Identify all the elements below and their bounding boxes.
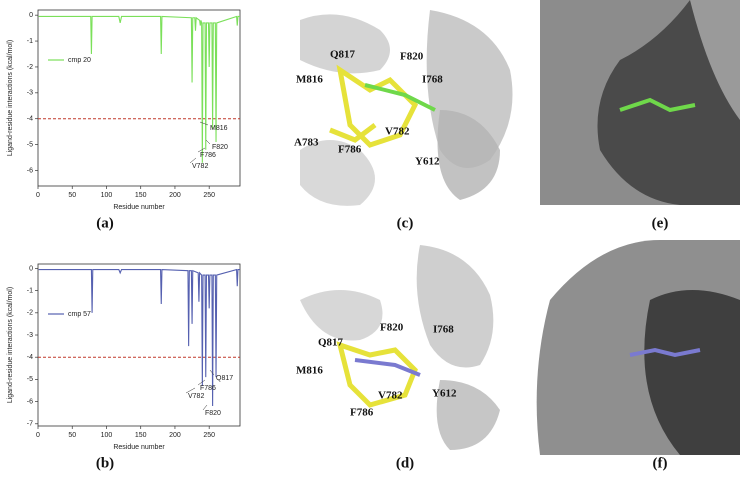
y-tick-label: -1 <box>27 38 33 45</box>
annotation: F786 <box>200 152 216 159</box>
y-tick-label: -2 <box>27 64 33 71</box>
y-tick-label: -6 <box>27 398 33 405</box>
residue-label: F820 <box>380 322 404 334</box>
data-line <box>38 268 240 407</box>
x-tick-label: 0 <box>36 192 40 199</box>
data-line <box>38 15 240 163</box>
y-tick-label: -5 <box>27 141 33 148</box>
surface-e <box>540 0 740 205</box>
residue-label: V782 <box>378 390 403 402</box>
x-tick-label: 250 <box>203 432 215 439</box>
residue-label: Y612 <box>432 388 457 400</box>
y-tick-label: -3 <box>27 90 33 97</box>
annotation: V782 <box>192 163 208 170</box>
y-tick-label: -6 <box>27 167 33 174</box>
panel-label: (f) <box>653 455 668 471</box>
annotation-leader <box>205 139 211 145</box>
residue-label: I768 <box>422 74 443 86</box>
plot-frame <box>37 263 241 427</box>
y-tick-label: 0 <box>29 12 33 19</box>
y-tick-label: -7 <box>27 421 33 428</box>
y-tick-label: -5 <box>27 376 33 383</box>
y-tick-label: -2 <box>27 310 33 317</box>
structure-c <box>288 0 520 210</box>
annotation-leader <box>197 147 206 153</box>
annotation-leader <box>189 157 197 164</box>
x-tick-label: 0 <box>36 432 40 439</box>
residue-label: M816 <box>296 74 323 86</box>
x-tick-label: 150 <box>135 432 147 439</box>
legend-label: cmp 20 <box>68 57 91 64</box>
annotation-leader <box>209 369 215 376</box>
x-tick-label: 150 <box>135 192 147 199</box>
residue-label: Y612 <box>415 156 440 168</box>
x-tick-label: 100 <box>101 432 113 439</box>
residue-label: F786 <box>350 407 374 419</box>
annotation-leader <box>197 379 206 386</box>
panel-label: (b) <box>96 455 114 471</box>
residue-label: V782 <box>385 126 410 138</box>
y-tick-label: -4 <box>27 354 33 361</box>
y-tick-label: -4 <box>27 116 33 123</box>
legend-label: cmp 57 <box>68 311 91 318</box>
y-tick-label: -1 <box>27 287 33 294</box>
annotation: Q817 <box>216 375 233 382</box>
annotation: F786 <box>200 385 216 392</box>
annotation: F820 <box>212 144 228 151</box>
residue-label: A783 <box>294 137 319 149</box>
residue-label: I768 <box>433 324 454 336</box>
annotation: V782 <box>188 393 204 400</box>
annotation-leader <box>185 387 196 394</box>
x-tick-label: 50 <box>68 432 76 439</box>
panel-label: (e) <box>652 215 669 231</box>
residue-label: F820 <box>400 51 424 63</box>
x-tick-label: 200 <box>169 192 181 199</box>
y-axis-label: Ligand-residue interactions (kcal/mol) <box>7 40 14 156</box>
y-tick-label: -3 <box>27 332 33 339</box>
residue-label: Q817 <box>318 337 344 349</box>
x-tick-label: 50 <box>68 192 76 199</box>
y-axis-label: Ligand-residue interactions (kcal/mol) <box>7 287 14 403</box>
x-tick-label: 200 <box>169 432 181 439</box>
x-tick-label: 100 <box>101 192 113 199</box>
x-axis-label: Residue number <box>113 204 165 211</box>
y-tick-label: 0 <box>29 265 33 272</box>
residue-label: M816 <box>296 365 323 377</box>
annotation-leader <box>199 121 209 126</box>
panel-label: (c) <box>397 215 414 231</box>
plot-frame <box>37 9 241 187</box>
residue-label: F786 <box>338 144 362 156</box>
panel-label: (a) <box>96 215 114 231</box>
annotation: F820 <box>205 410 221 417</box>
x-axis-label: Residue number <box>113 444 165 451</box>
surface-f <box>536 240 740 455</box>
structure-d <box>288 240 520 455</box>
residue-label: Q817 <box>330 49 356 61</box>
annotation: M816 <box>210 125 228 132</box>
panel-label: (d) <box>396 455 414 471</box>
annotation-leader <box>202 404 208 411</box>
x-tick-label: 250 <box>203 192 215 199</box>
